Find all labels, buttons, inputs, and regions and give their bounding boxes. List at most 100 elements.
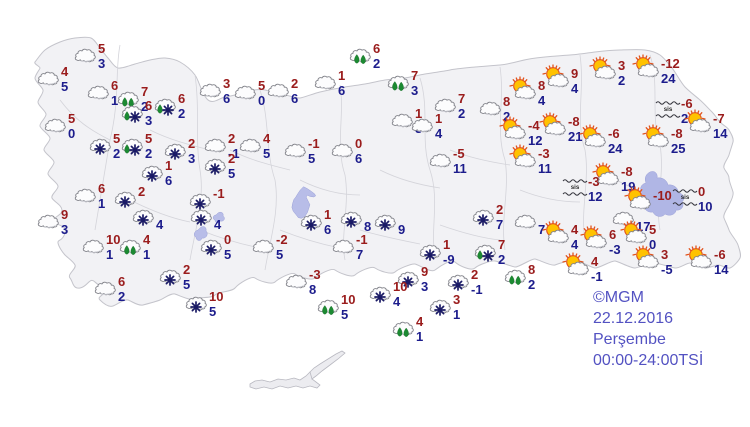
svg-text:5: 5 <box>308 151 315 166</box>
svg-text:2: 2 <box>228 131 235 146</box>
svg-text:6: 6 <box>165 173 172 188</box>
svg-text:2: 2 <box>183 262 190 277</box>
svg-text:-5: -5 <box>453 146 465 161</box>
svg-text:8: 8 <box>538 78 545 93</box>
svg-text:2: 2 <box>291 76 298 91</box>
svg-text:00:00-24:00TSİ: 00:00-24:00TSİ <box>593 350 703 369</box>
svg-text:0: 0 <box>258 93 265 108</box>
svg-text:9: 9 <box>571 66 578 81</box>
svg-text:4: 4 <box>538 93 546 108</box>
svg-text:5: 5 <box>68 111 75 126</box>
svg-text:2: 2 <box>188 136 195 151</box>
svg-text:24: 24 <box>661 71 676 86</box>
svg-text:1: 1 <box>416 329 423 344</box>
svg-text:5: 5 <box>258 78 265 93</box>
svg-text:2: 2 <box>145 146 152 161</box>
svg-text:6: 6 <box>145 98 152 113</box>
svg-text:2: 2 <box>228 151 235 166</box>
svg-text:3: 3 <box>61 222 68 237</box>
svg-text:6: 6 <box>98 181 105 196</box>
svg-text:2: 2 <box>178 106 185 121</box>
svg-text:-7: -7 <box>713 111 725 126</box>
svg-text:-10: -10 <box>653 188 672 203</box>
svg-text:22.12.2016: 22.12.2016 <box>593 310 673 327</box>
svg-text:-12: -12 <box>661 56 680 71</box>
svg-text:8: 8 <box>528 262 535 277</box>
svg-text:3: 3 <box>98 56 105 71</box>
svg-text:4: 4 <box>263 131 271 146</box>
svg-text:5: 5 <box>341 307 348 322</box>
svg-text:5: 5 <box>209 304 216 319</box>
svg-text:6: 6 <box>373 41 380 56</box>
svg-text:-5: -5 <box>661 262 673 277</box>
svg-text:©MGM: ©MGM <box>593 289 644 306</box>
svg-text:5: 5 <box>113 131 120 146</box>
svg-text:-8: -8 <box>568 114 580 129</box>
svg-text:3: 3 <box>661 247 668 262</box>
svg-text:0: 0 <box>355 136 362 151</box>
svg-text:2: 2 <box>498 252 505 267</box>
svg-text:4: 4 <box>143 232 151 247</box>
svg-text:5: 5 <box>263 146 270 161</box>
svg-text:11: 11 <box>538 161 552 176</box>
svg-text:14: 14 <box>714 262 729 277</box>
svg-text:9: 9 <box>398 222 405 237</box>
svg-text:-3: -3 <box>609 242 621 257</box>
svg-text:21: 21 <box>568 129 582 144</box>
svg-text:-8: -8 <box>671 126 683 141</box>
svg-text:-1: -1 <box>356 232 368 247</box>
svg-text:5: 5 <box>228 166 235 181</box>
svg-text:9: 9 <box>61 207 68 222</box>
svg-text:3: 3 <box>618 58 625 73</box>
svg-text:Perşembe: Perşembe <box>593 331 666 348</box>
svg-text:6: 6 <box>324 222 331 237</box>
svg-text:7: 7 <box>356 247 363 262</box>
svg-text:-1: -1 <box>591 269 603 284</box>
svg-text:1: 1 <box>415 106 422 121</box>
svg-text:25: 25 <box>671 141 685 156</box>
svg-text:9: 9 <box>421 264 428 279</box>
svg-text:-6: -6 <box>681 96 693 111</box>
svg-text:4: 4 <box>393 294 401 309</box>
svg-text:1: 1 <box>453 307 460 322</box>
svg-text:10: 10 <box>698 199 712 214</box>
svg-text:10: 10 <box>209 289 223 304</box>
svg-text:4: 4 <box>591 254 599 269</box>
svg-text:-1: -1 <box>213 186 225 201</box>
svg-text:2: 2 <box>113 146 120 161</box>
svg-text:5: 5 <box>145 131 152 146</box>
svg-text:7: 7 <box>141 84 148 99</box>
svg-text:8: 8 <box>309 282 316 297</box>
svg-text:6: 6 <box>111 78 118 93</box>
svg-text:10: 10 <box>393 279 407 294</box>
svg-text:-6: -6 <box>608 126 620 141</box>
svg-text:11: 11 <box>453 161 467 176</box>
svg-text:7: 7 <box>411 68 418 83</box>
svg-text:3: 3 <box>145 113 152 128</box>
svg-text:2: 2 <box>528 277 535 292</box>
svg-text:5: 5 <box>61 79 68 94</box>
svg-text:6: 6 <box>178 91 185 106</box>
svg-text:1: 1 <box>143 247 150 262</box>
svg-text:0: 0 <box>649 237 656 252</box>
svg-text:12: 12 <box>588 189 602 204</box>
svg-text:2: 2 <box>471 267 478 282</box>
svg-text:2: 2 <box>118 289 125 304</box>
svg-text:5: 5 <box>649 222 656 237</box>
svg-text:1: 1 <box>111 93 118 108</box>
svg-text:1: 1 <box>106 247 113 262</box>
svg-text:2: 2 <box>496 202 503 217</box>
svg-text:-4: -4 <box>528 118 540 133</box>
svg-text:7: 7 <box>458 91 465 106</box>
svg-text:1: 1 <box>435 111 442 126</box>
svg-text:4: 4 <box>571 222 579 237</box>
svg-text:1: 1 <box>165 158 172 173</box>
svg-text:5: 5 <box>183 277 190 292</box>
svg-text:3: 3 <box>223 76 230 91</box>
svg-text:1: 1 <box>98 196 105 211</box>
svg-text:3: 3 <box>188 151 195 166</box>
svg-text:4: 4 <box>416 314 424 329</box>
svg-text:6: 6 <box>223 91 230 106</box>
svg-text:4: 4 <box>571 237 579 252</box>
svg-text:6: 6 <box>338 83 345 98</box>
